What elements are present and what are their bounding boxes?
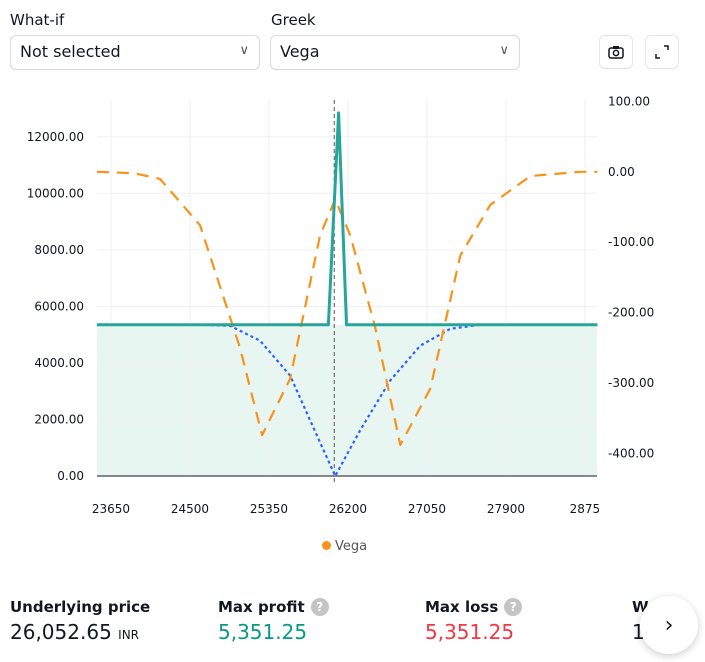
left-y-tick-label: 12000.00 (27, 130, 84, 144)
fullscreen-button[interactable] (645, 35, 679, 69)
right-y-tick-label: 0.00 (608, 165, 635, 179)
left-y-tick-label: 4000.00 (34, 356, 84, 370)
left-y-tick-label: 6000.00 (34, 299, 84, 313)
left-y-tick-label: 10000.00 (27, 186, 84, 200)
stat-label: Underlying price (10, 598, 151, 616)
next-button[interactable]: › (640, 596, 698, 654)
right-y-tick-label: -200.00 (608, 306, 654, 320)
stat-value: 26,052.65 (10, 620, 112, 644)
right-y-tick-label: -400.00 (608, 446, 654, 460)
x-tick-label: 27900 (487, 502, 525, 516)
x-tick-label: 23650 (92, 502, 130, 516)
right-y-tick-label: -100.00 (608, 235, 654, 249)
fullscreen-icon (655, 45, 669, 59)
left-y-tick-label: 2000.00 (34, 412, 84, 426)
whatif-value: Not selected (20, 42, 121, 61)
greek-value: Vega (280, 42, 320, 61)
right-y-tick-label: -300.00 (608, 376, 654, 390)
stat-value: 5,351.25 (425, 620, 515, 644)
stat-underlying-price: Underlying price 26,052.65 INR (10, 598, 150, 644)
left-y-tick-label: 8000.00 (34, 243, 84, 257)
stat-label: Max loss (425, 598, 499, 616)
x-tick-label: 27050 (408, 502, 446, 516)
whatif-label: What-if (10, 11, 65, 29)
stat-label: Max profit (218, 598, 305, 616)
x-tick-label: 24500 (171, 502, 209, 516)
legend-item-vega[interactable]: Vega (322, 539, 367, 554)
legend-label: Vega (335, 539, 368, 554)
stat-unit: INR (118, 628, 140, 642)
help-icon[interactable]: ? (310, 598, 329, 616)
profit-fill (97, 324, 597, 476)
stat-value: 5,351.25 (218, 620, 308, 644)
x-tick-label: 25350 (250, 502, 288, 516)
greek-chart: 23650 24500 25350 26200 27050 27900 2875 0.00 20… (27, 94, 655, 516)
payoff-line (96, 111, 598, 327)
whatif-select[interactable]: Not selected ∨ (10, 35, 260, 70)
chevron-down-icon: ∨ (239, 43, 249, 58)
stat-max-profit: Max profit? 5,351.25 (218, 598, 329, 644)
legend-marker (322, 541, 331, 550)
help-icon[interactable]: ? (504, 598, 523, 616)
x-tick-label: 2875 (570, 502, 601, 516)
x-tick-label: 26200 (329, 502, 367, 516)
camera-icon (608, 46, 624, 59)
greek-select[interactable]: Vega ∨ (270, 35, 520, 70)
screenshot-button[interactable] (599, 35, 633, 69)
chevron-right-icon: › (664, 612, 674, 638)
stat-max-loss: Max loss? 5,351.25 (425, 598, 523, 644)
left-y-tick-label: 0.00 (57, 469, 84, 483)
chevron-down-icon: ∨ (499, 43, 509, 58)
greek-label: Greek (271, 11, 316, 29)
right-y-tick-label: 100.00 (608, 94, 650, 108)
